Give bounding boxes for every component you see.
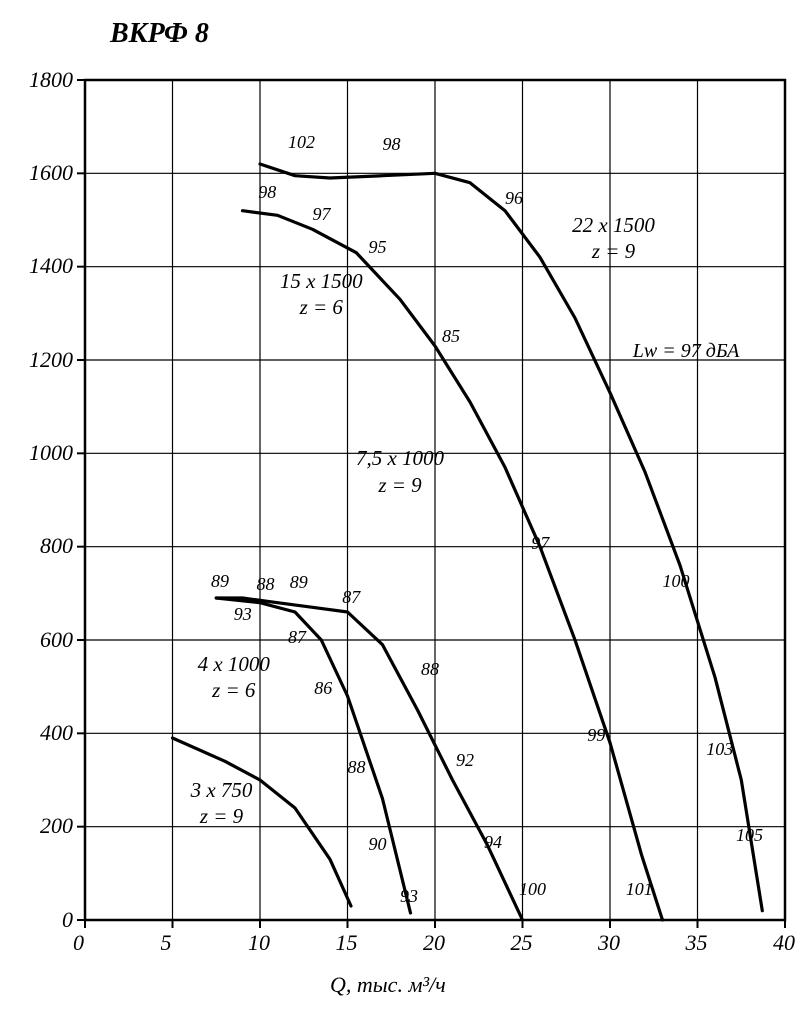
x-tick: 35 [686,930,708,956]
y-tick: 1000 [29,440,73,466]
data-label: 87 [342,587,360,608]
y-tick: 400 [40,720,73,746]
data-label: 100 [519,879,546,900]
data-label: 92 [456,750,474,771]
plot-area [0,0,809,1012]
y-tick: 200 [40,813,73,839]
y-tick: 1600 [29,160,73,186]
region-label: 22 х 1500 z = 9 [544,212,684,265]
y-tick: 800 [40,533,73,559]
y-tick: 1200 [29,347,73,373]
data-label: 89 [290,572,308,593]
data-label: 102 [288,132,315,153]
data-label: 88 [421,659,439,680]
data-label: 100 [663,571,690,592]
data-label: 95 [369,237,387,258]
data-label: 93 [400,886,418,907]
x-tick: 15 [336,930,358,956]
y-tick: 600 [40,627,73,653]
region-label: 4 х 1000 z = 6 [164,651,304,704]
x-axis-label: Q, тыс. м³/ч [330,972,446,998]
region-label: 15 х 1500 z = 6 [251,268,391,321]
data-label: 105 [736,825,763,846]
data-label: 97 [531,533,549,554]
x-tick: 5 [161,930,172,956]
region-label: Lw = 97 дБА [633,339,740,364]
data-label: 89 [211,571,229,592]
data-label: 86 [314,678,332,699]
data-label: 87 [288,627,306,648]
region-label: 3 х 750 z = 9 [152,777,292,830]
x-tick: 40 [773,930,795,956]
data-label: 88 [348,757,366,778]
data-label: 96 [505,188,523,209]
data-label: 90 [369,834,387,855]
data-label: 103 [706,739,733,760]
data-label: 94 [484,832,502,853]
y-tick: 1800 [29,67,73,93]
data-label: 99 [587,725,605,746]
data-label: 88 [257,574,275,595]
data-label: 97 [313,204,331,225]
x-tick: 25 [511,930,533,956]
x-tick: 30 [598,930,620,956]
data-label: 98 [383,134,401,155]
data-label: 93 [234,604,252,625]
x-tick: 20 [423,930,445,956]
data-label: 85 [442,326,460,347]
region-label: 7,5 х 1000 z = 9 [330,445,470,498]
data-label: 101 [626,879,653,900]
x-tick: 0 [73,930,84,956]
y-tick: 1400 [29,253,73,279]
x-tick: 10 [248,930,270,956]
data-label: 98 [258,182,276,203]
y-tick: 0 [62,907,73,933]
